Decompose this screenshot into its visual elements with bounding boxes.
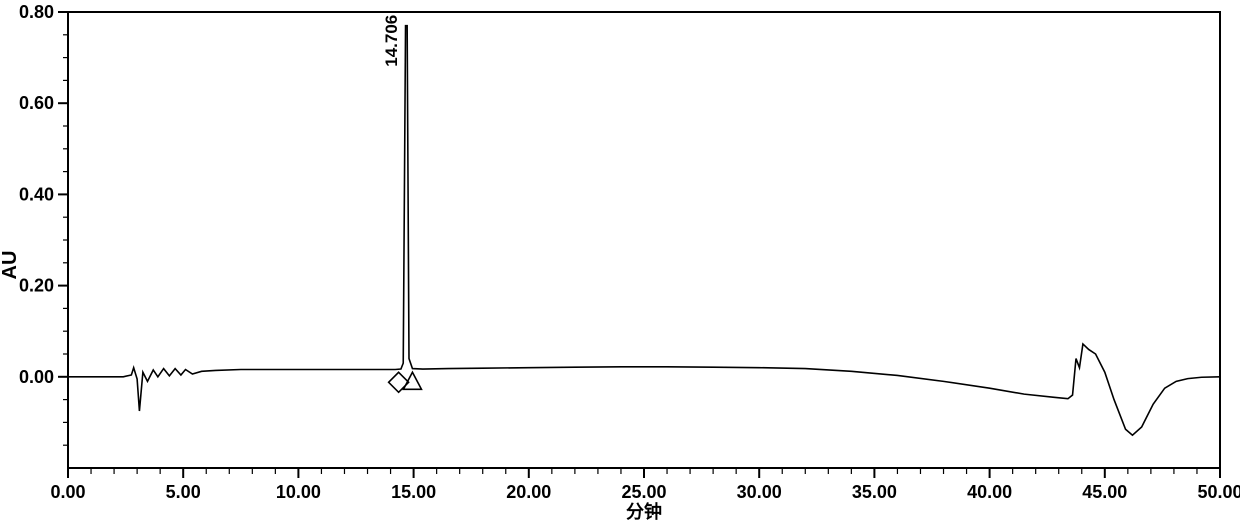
- y-tick-label: 0.20: [19, 276, 54, 296]
- x-tick-label: 30.00: [737, 482, 782, 502]
- x-tick-label: 35.00: [852, 482, 897, 502]
- y-tick-label: 0.60: [19, 93, 54, 113]
- x-tick-label: 0.00: [50, 482, 85, 502]
- y-tick-label: 0.80: [19, 2, 54, 22]
- peak-retention-label: 14.706: [382, 15, 401, 67]
- x-tick-label: 20.00: [506, 482, 551, 502]
- chromatogram-chart: 0.00 5.00 10.00 15.00 20.00 25.00 30.00 35.00 40…: [0, 0, 1240, 520]
- y-tick-label: 0.40: [19, 184, 54, 204]
- y-tick-label: 0.00: [19, 367, 54, 387]
- x-tick-label: 40.00: [967, 482, 1012, 502]
- plot-frame: [68, 12, 1220, 468]
- x-tick-label: 25.00: [621, 482, 666, 502]
- y-axis-label: AU: [0, 251, 21, 280]
- x-tick-label: 45.00: [1082, 482, 1127, 502]
- x-tick-label: 5.00: [166, 482, 201, 502]
- x-tick-label: 15.00: [391, 482, 436, 502]
- x-tick-label: 50.00: [1197, 482, 1240, 502]
- chromatogram-trace: [68, 26, 1220, 435]
- x-axis-label: 分钟: [626, 501, 662, 520]
- x-tick-label: 10.00: [276, 482, 321, 502]
